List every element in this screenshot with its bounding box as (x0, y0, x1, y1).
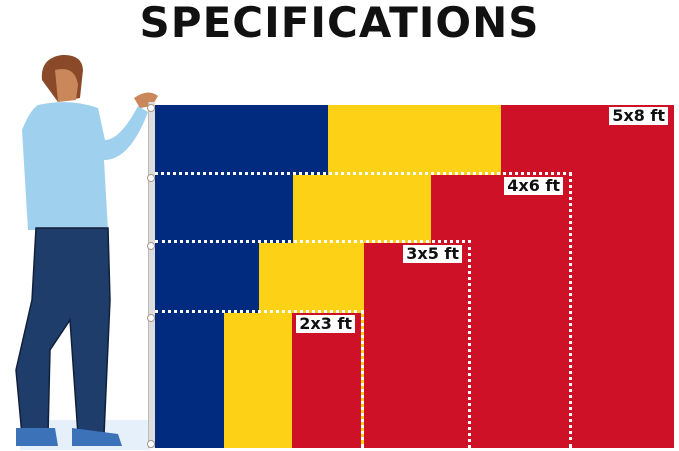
grommet (147, 314, 155, 322)
grommet (147, 440, 155, 448)
person-illustration (15, 54, 158, 450)
flag-2x3: 2x3 ft (155, 310, 364, 448)
flag-pole (148, 102, 155, 448)
size-label-4x6: 4x6 ft (504, 177, 563, 195)
grommet (147, 104, 155, 112)
page-title: SPECIFICATIONS (139, 0, 540, 47)
grommet (147, 242, 155, 250)
grommet (147, 174, 155, 182)
size-label-2x3: 2x3 ft (296, 315, 355, 333)
size-label-3x5: 3x5 ft (403, 245, 462, 263)
size-label-5x8: 5x8 ft (609, 107, 668, 125)
